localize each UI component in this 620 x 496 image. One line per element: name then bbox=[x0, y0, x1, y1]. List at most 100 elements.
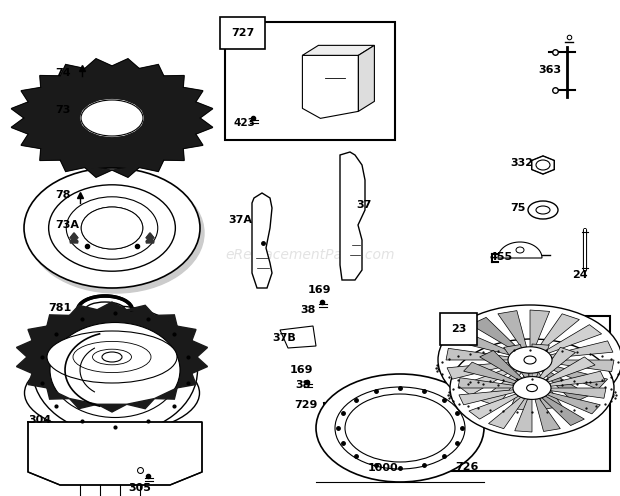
Ellipse shape bbox=[524, 356, 536, 364]
Polygon shape bbox=[135, 104, 146, 110]
Polygon shape bbox=[99, 93, 112, 100]
Polygon shape bbox=[112, 168, 140, 177]
Text: 38: 38 bbox=[300, 305, 316, 315]
Polygon shape bbox=[498, 310, 526, 348]
Polygon shape bbox=[503, 345, 529, 377]
Polygon shape bbox=[140, 160, 164, 172]
Polygon shape bbox=[146, 238, 154, 243]
Polygon shape bbox=[446, 348, 508, 360]
Polygon shape bbox=[532, 156, 554, 174]
Polygon shape bbox=[143, 118, 153, 125]
Polygon shape bbox=[72, 118, 81, 125]
Polygon shape bbox=[183, 87, 203, 102]
Text: 169: 169 bbox=[290, 365, 314, 375]
Polygon shape bbox=[533, 372, 562, 409]
Polygon shape bbox=[70, 233, 78, 238]
Polygon shape bbox=[164, 75, 184, 87]
Ellipse shape bbox=[508, 347, 552, 373]
Ellipse shape bbox=[47, 331, 177, 383]
Polygon shape bbox=[551, 388, 606, 398]
Polygon shape bbox=[458, 367, 515, 395]
Polygon shape bbox=[196, 118, 213, 134]
Text: 726: 726 bbox=[455, 462, 479, 472]
Polygon shape bbox=[28, 422, 202, 485]
Polygon shape bbox=[530, 310, 549, 347]
Polygon shape bbox=[498, 242, 542, 258]
Polygon shape bbox=[97, 302, 126, 310]
Text: 23: 23 bbox=[451, 324, 466, 334]
Polygon shape bbox=[47, 388, 69, 399]
Ellipse shape bbox=[81, 100, 143, 136]
Polygon shape bbox=[135, 125, 146, 132]
Polygon shape bbox=[146, 233, 154, 238]
Polygon shape bbox=[551, 360, 614, 372]
Polygon shape bbox=[546, 325, 601, 353]
Text: 304: 304 bbox=[28, 415, 51, 425]
Text: 727: 727 bbox=[231, 28, 254, 38]
Ellipse shape bbox=[438, 352, 620, 384]
Ellipse shape bbox=[50, 322, 180, 418]
Polygon shape bbox=[112, 136, 125, 142]
Bar bbox=[225, 22, 395, 140]
Polygon shape bbox=[126, 306, 154, 315]
Polygon shape bbox=[358, 45, 374, 112]
Ellipse shape bbox=[450, 339, 614, 437]
Ellipse shape bbox=[516, 247, 524, 253]
Polygon shape bbox=[78, 125, 89, 132]
Polygon shape bbox=[69, 306, 97, 315]
Polygon shape bbox=[459, 390, 515, 405]
Polygon shape bbox=[548, 365, 608, 389]
Polygon shape bbox=[489, 397, 525, 429]
Text: 455: 455 bbox=[490, 252, 513, 262]
Polygon shape bbox=[99, 136, 112, 142]
Polygon shape bbox=[70, 238, 78, 243]
Polygon shape bbox=[447, 362, 510, 379]
Ellipse shape bbox=[335, 387, 465, 469]
Polygon shape bbox=[535, 398, 560, 432]
Polygon shape bbox=[24, 66, 200, 170]
Ellipse shape bbox=[78, 296, 133, 324]
Polygon shape bbox=[469, 394, 518, 419]
Polygon shape bbox=[146, 237, 154, 242]
Polygon shape bbox=[154, 315, 177, 326]
Text: 73A: 73A bbox=[55, 220, 79, 230]
Ellipse shape bbox=[25, 353, 200, 433]
Ellipse shape bbox=[32, 306, 198, 434]
Text: 1000: 1000 bbox=[368, 463, 399, 473]
Polygon shape bbox=[546, 357, 595, 382]
Polygon shape bbox=[192, 357, 208, 373]
Polygon shape bbox=[480, 351, 522, 380]
Polygon shape bbox=[471, 317, 518, 351]
Polygon shape bbox=[480, 371, 521, 406]
Polygon shape bbox=[538, 314, 579, 349]
Text: 305: 305 bbox=[128, 483, 151, 493]
Polygon shape bbox=[40, 149, 60, 160]
Polygon shape bbox=[47, 315, 69, 326]
Polygon shape bbox=[280, 326, 316, 348]
Polygon shape bbox=[70, 237, 78, 242]
Ellipse shape bbox=[85, 302, 125, 318]
Polygon shape bbox=[515, 399, 532, 432]
Polygon shape bbox=[192, 341, 208, 357]
Text: 37: 37 bbox=[356, 200, 371, 210]
Polygon shape bbox=[85, 168, 112, 177]
Text: 74: 74 bbox=[55, 68, 71, 78]
Polygon shape bbox=[21, 134, 41, 149]
Polygon shape bbox=[164, 149, 184, 160]
Polygon shape bbox=[11, 118, 29, 134]
Text: 73: 73 bbox=[55, 105, 71, 115]
Polygon shape bbox=[60, 64, 85, 76]
Polygon shape bbox=[40, 75, 60, 87]
Polygon shape bbox=[89, 97, 99, 104]
Text: 423: 423 bbox=[233, 118, 255, 128]
Polygon shape bbox=[143, 110, 153, 118]
Polygon shape bbox=[97, 404, 126, 412]
Ellipse shape bbox=[28, 173, 204, 293]
Polygon shape bbox=[196, 102, 213, 118]
Polygon shape bbox=[72, 110, 81, 118]
Text: 37A: 37A bbox=[228, 215, 252, 225]
Polygon shape bbox=[112, 93, 125, 100]
Polygon shape bbox=[532, 344, 549, 377]
Polygon shape bbox=[112, 59, 140, 68]
Ellipse shape bbox=[513, 376, 551, 399]
